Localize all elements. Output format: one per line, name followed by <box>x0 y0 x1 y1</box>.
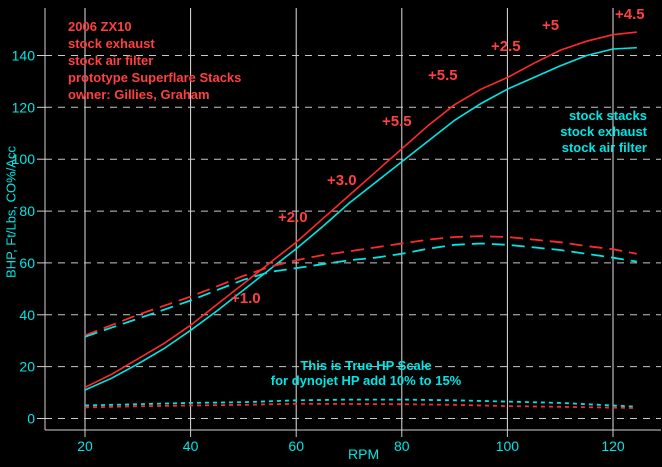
series-torque-prototype-stacks <box>84 235 637 337</box>
run-info-exhaust: stock exhaust <box>68 36 155 51</box>
series-co-acc-stock <box>84 398 637 408</box>
y-axis-title: BHP, Ft/Lbs, CO%/Acc <box>3 146 19 278</box>
svg-text:100: 100 <box>496 438 520 454</box>
run-info-block: 2006 ZX10 stock exhaust stock air filter… <box>68 18 241 103</box>
run-info-owner: owner: Gillies, Graham <box>68 87 210 102</box>
svg-text:40: 40 <box>19 307 35 323</box>
stock-legend-exhaust: stock exhaust <box>560 124 647 139</box>
svg-text:20: 20 <box>19 359 35 375</box>
svg-text:20: 20 <box>77 438 93 454</box>
svg-text:140: 140 <box>12 48 36 64</box>
gain-annotation: +1.0 <box>231 290 261 307</box>
series-torque-stock <box>84 242 637 338</box>
gain-annotation: +3.0 <box>327 172 357 189</box>
svg-text:60: 60 <box>288 438 304 454</box>
svg-text:100: 100 <box>12 151 36 167</box>
gain-annotation: +4.5 <box>615 6 645 23</box>
hp-scale-note-line1: This is True HP Scale <box>300 358 432 373</box>
series-bhp-stock <box>84 46 637 391</box>
run-info-airfilter: stock air filter <box>68 53 154 68</box>
stock-run-legend: stock stacks stock exhaust stock air fil… <box>455 108 647 156</box>
svg-text:120: 120 <box>12 99 36 115</box>
svg-text:60: 60 <box>19 255 35 271</box>
x-axis-title: RPM <box>348 446 380 462</box>
run-info-stacks: prototype Superflare Stacks <box>68 70 242 85</box>
hp-scale-note-line2: for dynojet HP add 10% to 15% <box>270 373 462 388</box>
gain-annotation: +5.5 <box>428 67 458 84</box>
gain-annotation: +5 <box>542 17 560 34</box>
svg-text:80: 80 <box>394 438 410 454</box>
gain-annotation: +5.5 <box>382 113 412 130</box>
gain-annotation: +2.0 <box>278 209 308 226</box>
svg-text:80: 80 <box>19 203 35 219</box>
hp-scale-note: This is True HP Scale for dynojet HP add… <box>216 358 516 388</box>
series-co-acc-prototype-stacks <box>84 402 637 409</box>
stock-legend-stacks: stock stacks <box>568 108 647 123</box>
gain-annotation: +2.5 <box>491 38 521 55</box>
svg-text:40: 40 <box>183 438 199 454</box>
svg-text:120: 120 <box>601 438 625 454</box>
series-bhp-prototype-stacks <box>84 31 637 389</box>
svg-text:0: 0 <box>27 411 35 427</box>
run-info-model: 2006 ZX10 <box>68 19 132 34</box>
stock-legend-airfilter: stock air filter <box>561 140 647 155</box>
